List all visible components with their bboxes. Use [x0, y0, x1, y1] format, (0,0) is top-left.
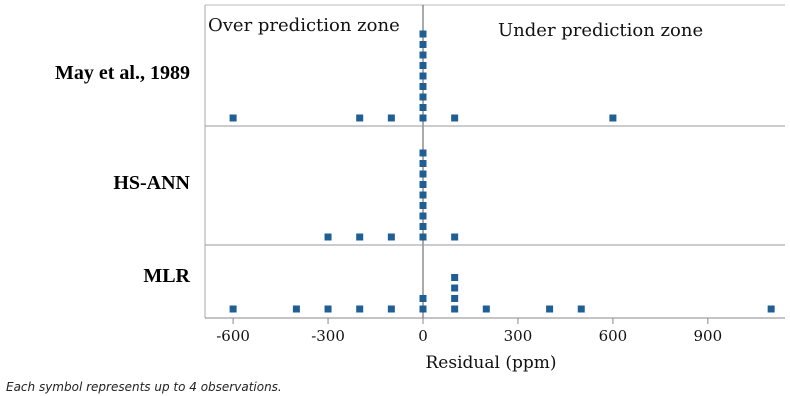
x-tick-label: 600 [599, 327, 628, 345]
x-tick-label: 0 [418, 327, 428, 345]
data-point [451, 233, 459, 241]
data-point [419, 30, 427, 38]
data-point [482, 305, 490, 313]
data-point [324, 305, 332, 313]
data-point [419, 72, 427, 80]
data-point [419, 233, 427, 241]
x-axis-label: Residual (ppm) [426, 353, 557, 373]
data-point [451, 114, 459, 122]
data-point [419, 93, 427, 101]
data-point [419, 114, 427, 122]
footnote: Each symbol represents up to 4 observati… [6, 380, 282, 394]
x-axis-tick-labels: -600 -300 0 300 600 900 [216, 327, 722, 345]
data-point [419, 295, 427, 302]
data-point [451, 305, 459, 313]
data-point [292, 305, 300, 313]
data-point [419, 191, 427, 199]
data-point [229, 305, 237, 313]
data-point [767, 305, 775, 313]
data-markers [229, 30, 775, 313]
data-point [609, 114, 617, 122]
x-tick-label: 900 [694, 327, 723, 345]
data-point [387, 233, 395, 241]
over-prediction-zone-label: Over prediction zone [208, 15, 400, 36]
data-point [419, 83, 427, 90]
data-point [419, 202, 427, 209]
data-point [419, 160, 427, 167]
data-point [419, 305, 427, 313]
data-point [419, 181, 427, 188]
data-point [419, 149, 427, 157]
data-point [419, 62, 427, 69]
x-tick-label: -300 [311, 327, 345, 345]
plot-frame [204, 4, 785, 319]
data-point [451, 284, 459, 292]
data-point [356, 233, 364, 241]
data-point [324, 233, 332, 241]
x-tick-label: -600 [216, 327, 250, 345]
data-point [419, 170, 427, 178]
data-point [229, 114, 237, 122]
data-point [419, 104, 427, 111]
panel-label-mlr: MLR [143, 265, 190, 287]
x-axis-ticks [232, 318, 709, 324]
data-point [577, 305, 585, 313]
data-point [419, 51, 427, 59]
data-point [356, 114, 364, 122]
data-point [419, 212, 427, 220]
data-point [451, 295, 459, 302]
data-point [356, 305, 364, 313]
data-point [546, 305, 554, 313]
data-point [419, 41, 427, 48]
panel-label-hs-ann: HS-ANN [113, 172, 190, 194]
x-tick-label: 300 [504, 327, 533, 345]
data-point [451, 274, 459, 281]
data-point [419, 223, 427, 230]
data-point [387, 305, 395, 313]
panel-label-may-et-al-1989: May et al., 1989 [55, 62, 190, 84]
under-prediction-zone-label: Under prediction zone [498, 20, 703, 41]
data-point [387, 114, 395, 122]
